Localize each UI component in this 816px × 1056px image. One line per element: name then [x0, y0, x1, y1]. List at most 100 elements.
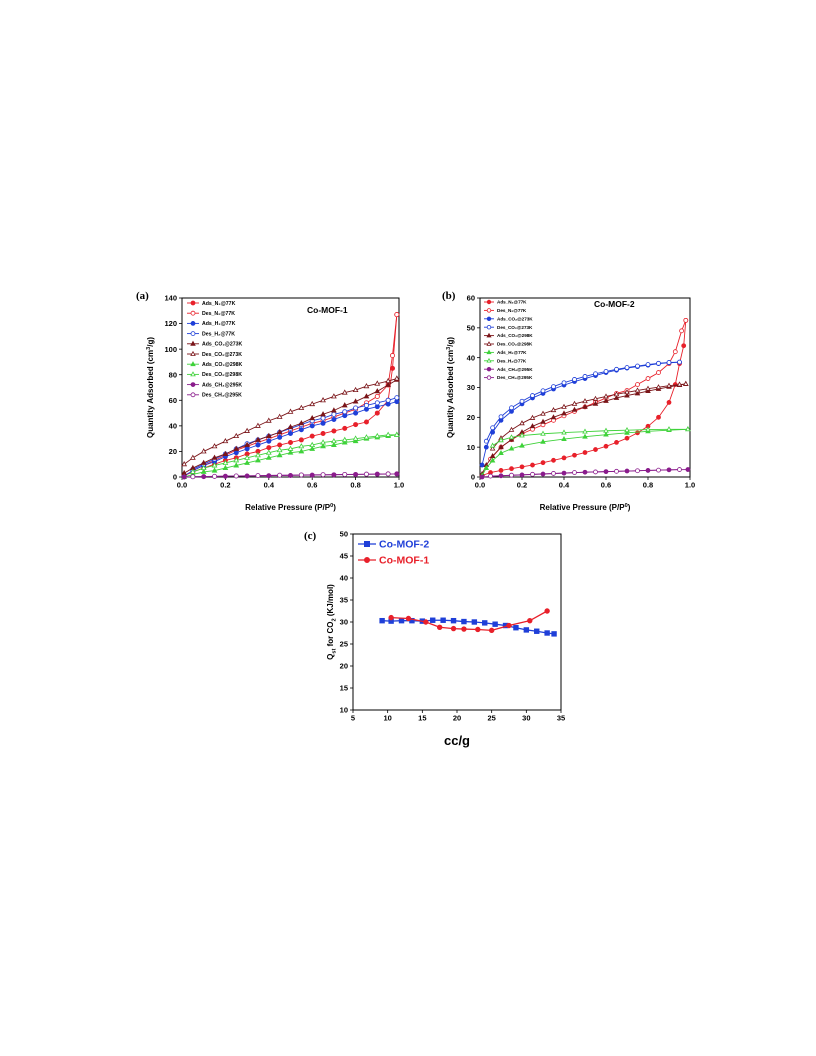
legend-swatch-marker — [486, 366, 492, 372]
data-point — [550, 414, 557, 420]
data-point — [508, 434, 515, 440]
legend-label: Ads_CO₂@298K — [497, 333, 533, 338]
legend-swatch-marker — [190, 382, 196, 387]
data-point — [363, 402, 369, 408]
data-point — [624, 365, 630, 370]
legend-swatch-marker — [486, 316, 492, 321]
y-tick-label: 120 — [164, 319, 177, 328]
data-point — [489, 442, 496, 448]
legend-label: Ads_N₂@77K — [497, 300, 527, 305]
data-point — [656, 370, 661, 375]
data-point — [582, 403, 588, 409]
legend-item: Des_CO₂@273K — [187, 350, 242, 358]
data-point — [561, 380, 567, 386]
data-point — [363, 393, 370, 399]
data-point — [222, 450, 229, 456]
data-point — [582, 428, 588, 434]
data-point — [265, 449, 272, 455]
y-tick-label: 0 — [471, 473, 475, 482]
y-tick-label: 80 — [169, 370, 177, 379]
legend-swatch-marker — [190, 371, 196, 377]
legend-label: Ads_CO₂@273K — [202, 342, 242, 348]
data-point — [341, 389, 348, 395]
y-tick-label: 10 — [467, 443, 475, 452]
legend-swatch-marker — [190, 300, 196, 306]
data-point — [614, 468, 619, 474]
data-point — [353, 405, 359, 411]
y-tick-label: 45 — [340, 552, 348, 561]
legend-label: Des_H₂@77K — [202, 331, 235, 337]
data-point — [298, 404, 305, 410]
x-axis-label: Relative Pressure (P/P0) — [245, 503, 336, 512]
data-point — [645, 387, 651, 393]
y-tick-label: 20 — [169, 447, 177, 456]
data-point — [488, 473, 493, 479]
data-point — [551, 471, 556, 476]
data-point — [492, 621, 498, 627]
data-point — [320, 420, 326, 426]
data-point — [519, 432, 525, 438]
data-point — [341, 402, 348, 408]
data-point — [593, 469, 598, 475]
data-point — [331, 416, 337, 422]
data-point — [331, 407, 337, 413]
chart-co-mof-1: 0.0 0.2 0.4 0.6 0.8 1.0 0 20 40 60 80 100 120 140 Rela… — [146, 294, 404, 512]
data-point — [540, 438, 546, 444]
data-point — [342, 471, 348, 477]
data-point — [200, 448, 207, 454]
data-point — [685, 467, 691, 472]
legend-label: Des_CO₂@273K — [202, 352, 242, 358]
legend-swatch-marker — [190, 361, 196, 367]
data-point — [624, 392, 630, 398]
data-point — [189, 468, 196, 474]
data-point — [436, 624, 443, 630]
legend-item: Des_H₂@77K — [187, 331, 235, 337]
data-point — [506, 622, 512, 629]
data-point — [655, 384, 662, 390]
data-point — [276, 413, 283, 419]
legend-label: Ads_H₂@77K — [202, 321, 236, 327]
data-point — [211, 467, 218, 473]
legend-label: Des_CO₂@273K — [497, 325, 533, 330]
data-point — [352, 437, 359, 444]
legend-item: Des_CH₄@295K — [187, 392, 242, 399]
data-point — [276, 429, 283, 435]
data-point — [277, 472, 283, 478]
data-point — [244, 427, 250, 433]
data-point — [190, 474, 196, 480]
data-point — [200, 468, 207, 474]
legend-swatch-marker — [486, 349, 492, 355]
legend-swatch-marker — [364, 540, 371, 547]
legend-item: Ads_CO₂@273K — [484, 316, 533, 321]
data-point — [341, 436, 348, 442]
data-point — [363, 382, 370, 389]
data-point — [276, 446, 283, 453]
data-point — [572, 470, 577, 475]
data-point — [287, 423, 294, 430]
data-point — [561, 403, 567, 409]
x-tick-label: 30 — [522, 714, 530, 723]
series-3 — [181, 399, 400, 479]
data-point — [298, 437, 304, 443]
series-6 — [489, 380, 689, 451]
data-point — [374, 388, 381, 394]
data-point — [211, 443, 218, 449]
data-point — [582, 374, 588, 379]
legend-label: Ads_CH₄@295K — [202, 382, 242, 388]
series-8 — [489, 426, 691, 448]
data-point — [341, 439, 348, 445]
panel-tag-a: (a) — [136, 290, 149, 302]
series-4 — [483, 359, 682, 444]
legend-swatch-marker — [190, 310, 196, 316]
x-tick-label: 0.2 — [517, 481, 527, 490]
data-point — [244, 441, 250, 448]
y-tick-label: 40 — [169, 421, 177, 430]
y-axis-label: Quantity Adsorbed (cm3/g) — [146, 337, 155, 438]
legend-item: Des_CO₂@298K — [187, 371, 242, 378]
data-point — [645, 376, 651, 381]
data-point — [320, 397, 326, 403]
legend-item: Ads_N₂@77K — [484, 300, 527, 305]
data-point — [277, 434, 283, 440]
legend-swatch-marker — [190, 340, 196, 346]
